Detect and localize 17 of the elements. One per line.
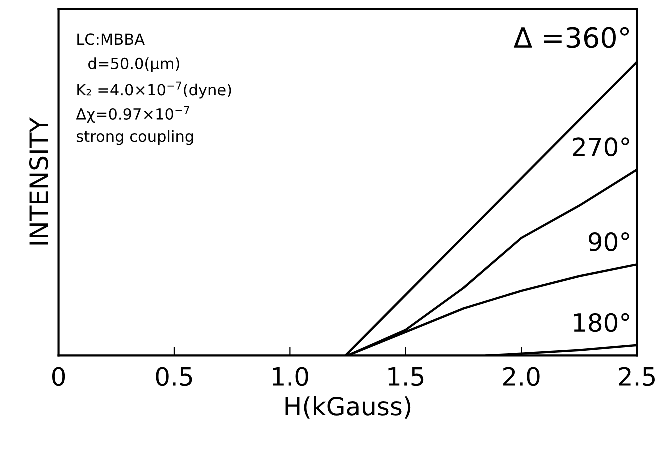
series-label: 270° [573, 138, 630, 157]
x-tick-label: 2.0 [504, 367, 540, 386]
series-label: 90° [588, 232, 630, 252]
text: LC:MBBA [78, 34, 145, 46]
annotation: K₂ =4.0×10$^{−7}$(dyne) [78, 82, 232, 99]
x-tick-label: 0 [52, 367, 66, 386]
x-tick-label: 0.5 [156, 367, 192, 386]
y-axis-title: INTENSITY [29, 118, 48, 245]
x-tick-label: 1.0 [273, 367, 308, 386]
x-tick-label: 2.5 [619, 367, 655, 386]
series-label: 180° [574, 313, 630, 332]
annotation: Δχ=0.97×10$^{−7}$ [76, 106, 190, 123]
series-label: Δ =360° [514, 27, 630, 48]
annotation: d=50.0(μm) [88, 58, 180, 72]
annotation: strong coupling [76, 130, 194, 146]
x-tick-label: 1.5 [388, 368, 424, 386]
x-axis-title: H(kGauss) [286, 396, 411, 419]
